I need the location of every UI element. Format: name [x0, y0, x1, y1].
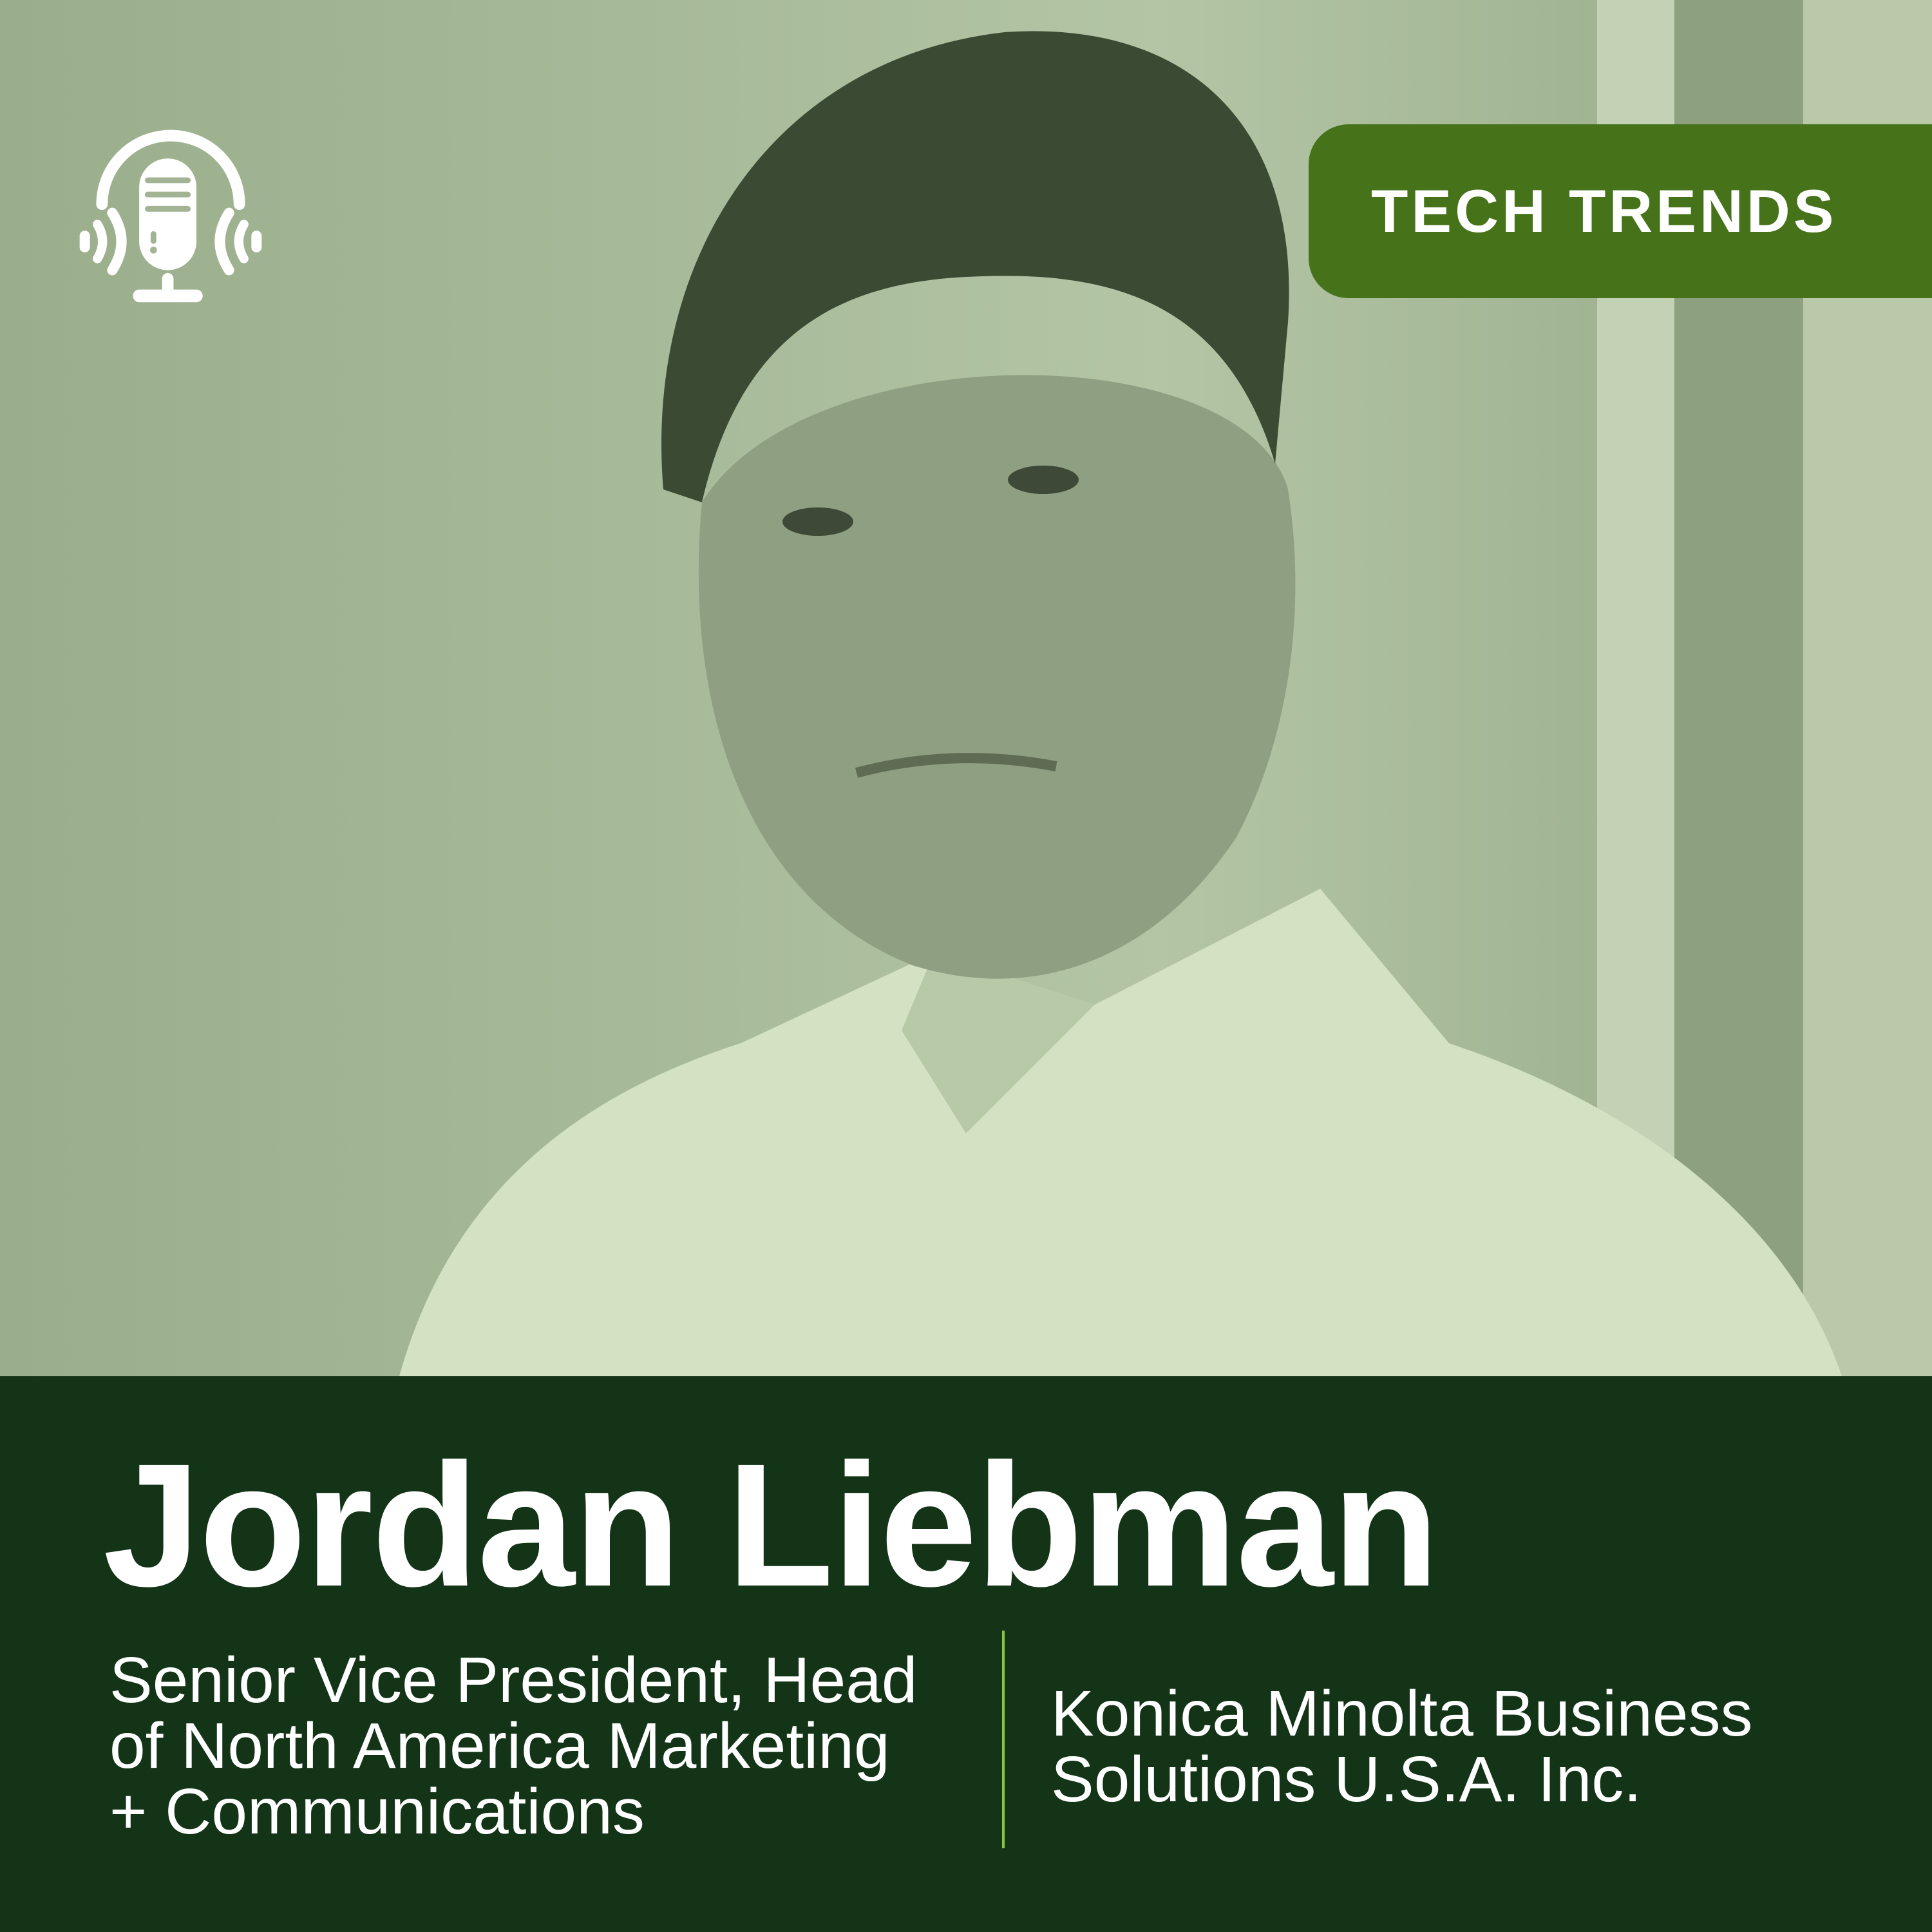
- guest-title-line: + Communications: [109, 1776, 645, 1848]
- divider: [1002, 1631, 1005, 1848]
- guest-title-line: Senior Vice President, Head: [109, 1644, 918, 1716]
- category-badge: TECH TRENDS: [1309, 124, 1932, 298]
- guest-company-line: Konica Minolta Business: [1051, 1678, 1753, 1750]
- category-badge-label: TECH TRENDS: [1371, 177, 1837, 245]
- guest-title-line: of North America Marketing: [109, 1710, 890, 1782]
- podcast-microphone-headphones-icon: [79, 129, 262, 303]
- right-eye: [1008, 466, 1079, 494]
- guest-company: Konica Minolta Business Solutions U.S.A.…: [1051, 1681, 1888, 1812]
- collar-shadow: [902, 953, 1095, 1133]
- hair: [661, 31, 1289, 503]
- face: [698, 375, 1296, 979]
- left-eye: [782, 507, 853, 536]
- shirt: [399, 889, 1842, 1376]
- podcast-logo: [68, 113, 274, 319]
- guest-company-line: Solutions U.S.A. Inc.: [1051, 1743, 1642, 1815]
- guest-name: Jordan Liebman: [103, 1427, 1439, 1623]
- mouth: [855, 753, 1057, 778]
- guest-title: Senior Vice President, Head of North Ame…: [109, 1647, 985, 1844]
